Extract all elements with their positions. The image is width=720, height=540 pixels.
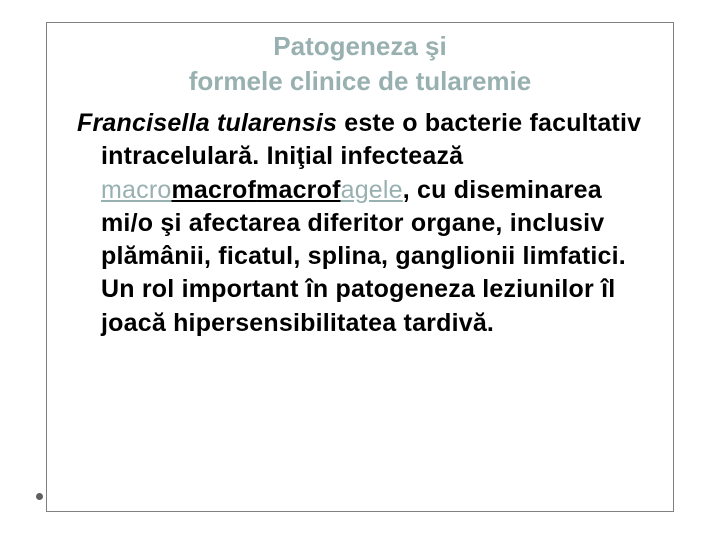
slide-title: Patogeneza şi formele clinice de tularem…	[77, 29, 643, 99]
link-seg-1[interactable]: macro	[101, 176, 171, 204]
slide: Patogeneza şi formele clinice de tularem…	[0, 0, 720, 540]
link-seg-3[interactable]: macrof	[256, 176, 341, 204]
organism-name: Francisella tularensis	[77, 109, 337, 137]
link-seg-2[interactable]: macrof	[171, 176, 256, 204]
body-paragraph: Francisella tularensis este o bacterie f…	[77, 107, 643, 340]
title-line-1: Patogeneza şi	[77, 29, 643, 64]
link-seg-4[interactable]: agele	[341, 176, 403, 204]
bullet-icon	[36, 493, 43, 500]
content-frame: Patogeneza şi formele clinice de tularem…	[46, 22, 674, 512]
title-line-2: formele clinice de tularemie	[77, 64, 643, 99]
